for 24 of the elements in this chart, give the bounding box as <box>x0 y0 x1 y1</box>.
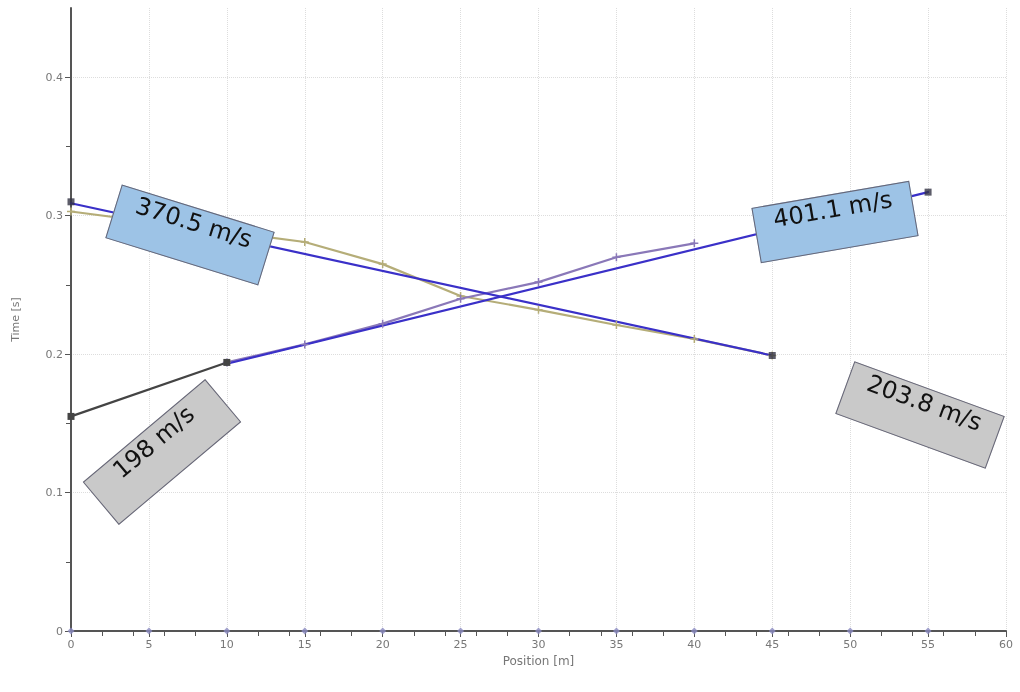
callout-box: 203.8 m/s <box>835 361 1005 469</box>
y-tick-label: 0.1 <box>45 486 63 500</box>
x-tick-label: 10 <box>219 638 234 651</box>
x-tick-label: 40 <box>687 638 702 651</box>
y-axis-title: Time [s] <box>9 297 22 343</box>
callout-box: 401.1 m/s <box>751 180 919 264</box>
y-tick-label: 0.3 <box>45 209 63 223</box>
y-tick-label: 0.2 <box>45 347 63 361</box>
x-tick-label: 45 <box>765 638 780 651</box>
x-tick-label: 20 <box>375 638 390 651</box>
x-tick-label: 60 <box>999 638 1013 651</box>
x-axis-title: Position [m] <box>502 654 575 668</box>
y-tick-label: 0.4 <box>45 70 63 84</box>
x-tick-label: 55 <box>921 638 936 651</box>
y-tick-label: 0 <box>56 624 63 638</box>
callout-box: 370.5 m/s <box>105 184 275 286</box>
x-tick-label: 50 <box>843 638 858 651</box>
callout-box: 198 m/s <box>82 379 242 525</box>
x-tick-label: 30 <box>531 638 546 651</box>
x-tick-label: 15 <box>297 638 312 651</box>
x-tick-label: 35 <box>609 638 624 651</box>
x-tick-label: 0 <box>67 638 75 651</box>
x-tick-label: 25 <box>453 638 468 651</box>
x-tick-label: 5 <box>145 638 153 651</box>
